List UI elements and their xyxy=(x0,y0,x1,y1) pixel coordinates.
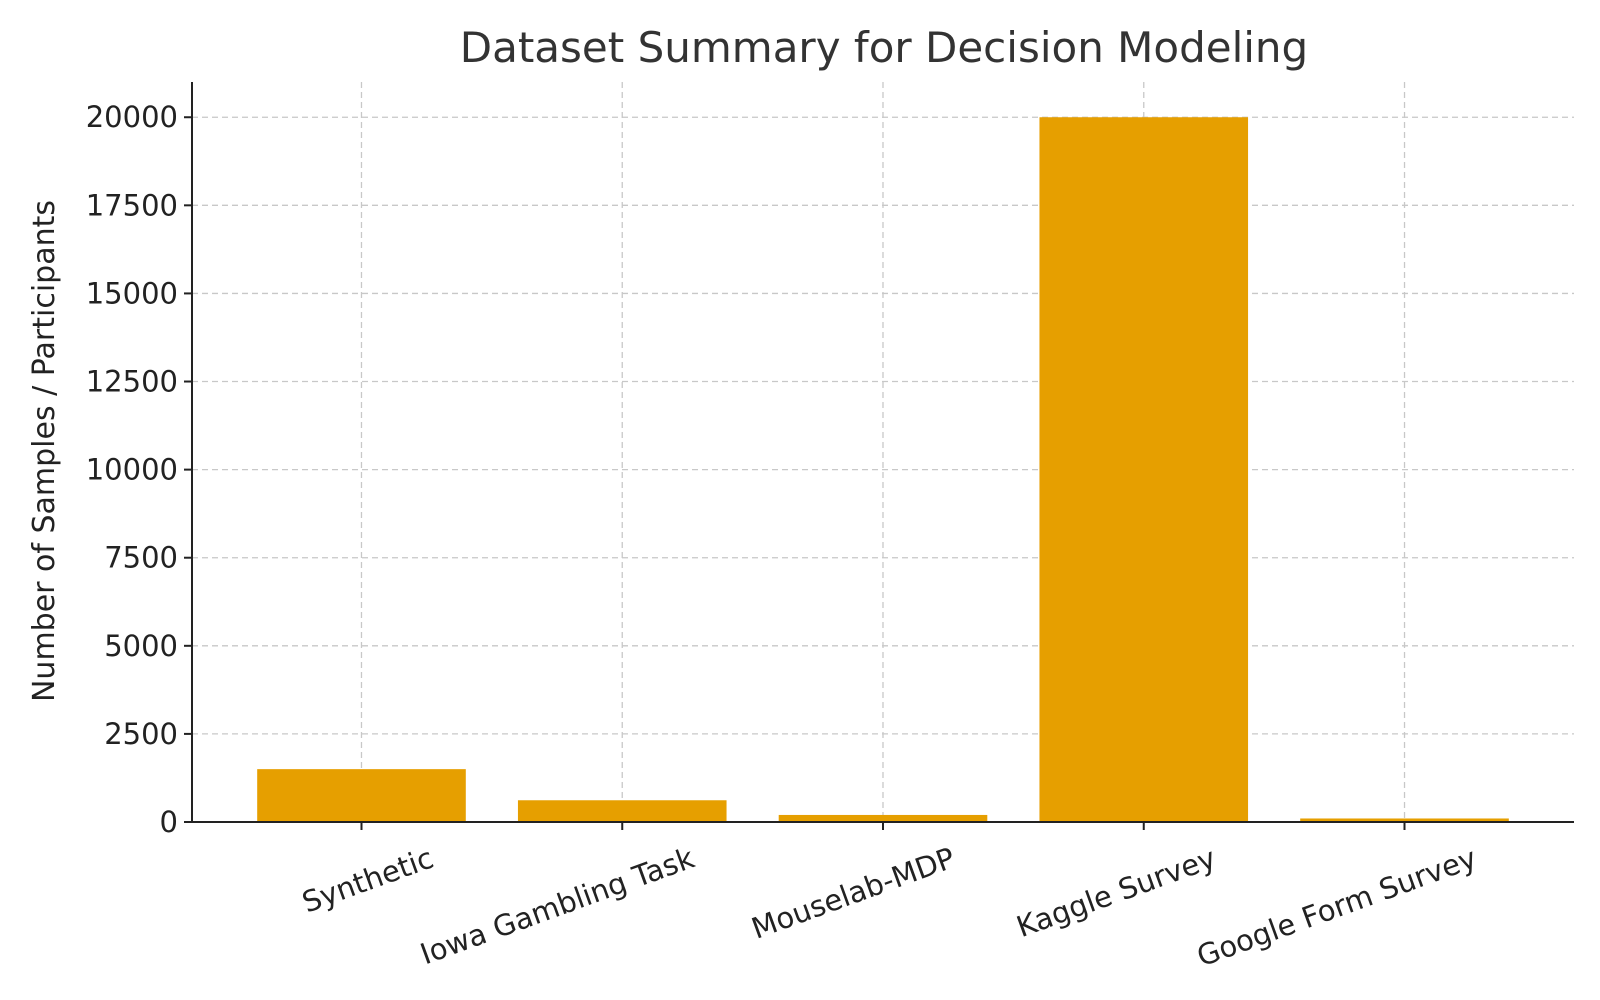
y-tick-label: 12500 xyxy=(86,365,178,399)
y-tick-label: 10000 xyxy=(86,453,178,487)
x-tick-label: Synthetic xyxy=(298,841,438,920)
chart-title: Dataset Summary for Decision Modeling xyxy=(460,23,1308,72)
bar-iowa-gambling-task xyxy=(517,800,727,822)
bar-mouselab-mdp xyxy=(778,814,988,822)
y-tick-label: 0 xyxy=(160,805,178,839)
bar-kaggle-survey xyxy=(1039,117,1249,822)
bar-synthetic xyxy=(257,769,466,822)
x-tick-label: Mouselab-MDP xyxy=(747,841,959,946)
grid xyxy=(192,82,1574,823)
y-axis-label: Number of Samples / Participants xyxy=(27,200,62,702)
y-tick-label: 2500 xyxy=(104,717,178,751)
y-tick-label: 15000 xyxy=(86,276,178,310)
x-tick-label: Google Form Survey xyxy=(1192,841,1481,974)
x-tick-label: Iowa Gambling Task xyxy=(416,841,699,972)
x-tick-label: Kaggle Survey xyxy=(1012,841,1220,944)
y-tick-label: 5000 xyxy=(104,629,178,663)
y-tick-label: 17500 xyxy=(86,188,178,222)
bar-google-form-survey xyxy=(1300,818,1509,822)
y-tick-label: 7500 xyxy=(104,541,178,575)
tick-labels: 0 2500 5000 7500 10000 12500 15000 17500 20000 Sy… xyxy=(86,100,1481,973)
y-tick-label: 20000 xyxy=(86,100,178,134)
bars xyxy=(257,117,1509,822)
